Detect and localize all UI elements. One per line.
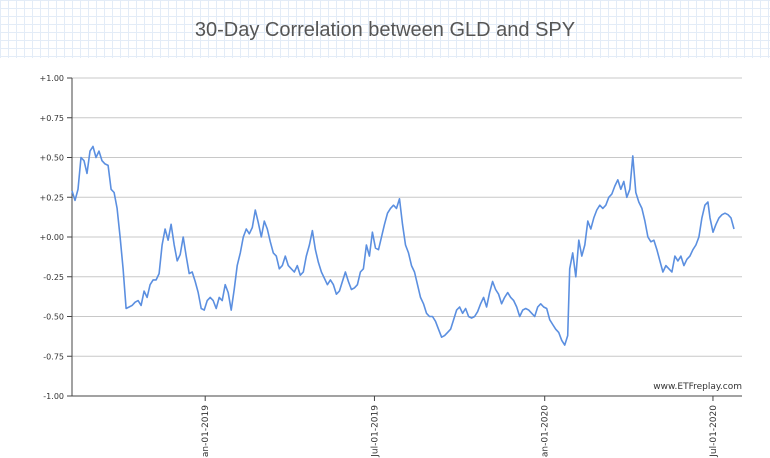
- y-tick-label: -0.25: [43, 273, 64, 282]
- source-label: www.ETFreplay.com: [653, 382, 742, 392]
- x-tick-label: Jul-01-2019: [370, 405, 380, 458]
- y-tick-label: -0.50: [43, 313, 64, 322]
- chart-title: 30-Day Correlation between GLD and SPY: [194, 19, 576, 41]
- series-layer: [71, 145, 735, 346]
- x-tick-label: Jan-01-2020: [541, 405, 551, 458]
- series-line: [71, 145, 735, 346]
- y-tick-label: +0.25: [39, 193, 64, 202]
- y-tick-label: -1.00: [43, 392, 64, 401]
- x-tick-label: Jul-01-2020: [709, 405, 719, 458]
- x-tick-label: Jan-01-2019: [201, 405, 211, 458]
- x-tick-layer: Jan-01-2019 Jul-01-2019 Jan-01-2020 Jul-01-…: [201, 396, 719, 458]
- y-tick-label: +1.00: [39, 74, 64, 83]
- y-tick-label: +0.50: [39, 154, 64, 163]
- chart-background: [0, 58, 770, 458]
- y-tick-layer: +1.00 +0.75 +0.50 +0.25 +0.00 -0.25 -0.50 -0.75…: [39, 74, 72, 401]
- y-tick-label: +0.75: [39, 114, 64, 123]
- y-tick-label: +0.00: [39, 233, 64, 242]
- y-tick-label: -0.75: [43, 352, 64, 361]
